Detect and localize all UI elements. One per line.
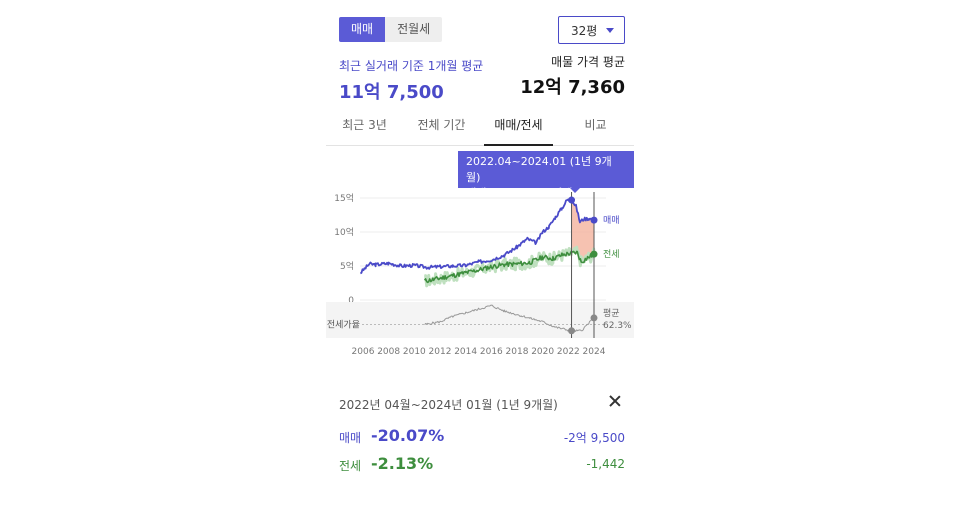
- range-sale-amount: -2억 9,500: [563, 431, 625, 445]
- sale-start-marker: [568, 196, 576, 204]
- toggle-rent[interactable]: 전월세: [397, 22, 431, 36]
- range-tooltip: 2022.04~2024.01 (1년 9개월) 매매 -20.07% / 전세…: [458, 151, 634, 200]
- listing-avg-label: 매물 가격 평균: [551, 55, 625, 69]
- x-tick-label: 2024: [583, 347, 606, 357]
- y-tick-label: 0: [348, 296, 354, 306]
- series-markers: [568, 196, 598, 335]
- tooltip-period: 2022.04~2024.01 (1년 9개월): [466, 155, 612, 184]
- range-jeonse-amount: -1,442: [586, 457, 625, 471]
- y-tick-labels: 15억 10억 5억 0: [334, 192, 354, 306]
- range-detail-title: 2022년 04월~2024년 01월 (1년 9개월): [339, 398, 558, 412]
- ratio-line: [424, 304, 595, 332]
- sale-line: [359, 198, 595, 275]
- ratio-band: [326, 302, 634, 338]
- x-tick-label: 2020: [531, 347, 554, 357]
- listing-avg-value: 12억 7,360: [520, 77, 625, 98]
- y-tick-label: 15억: [334, 192, 354, 204]
- range-row-sale: 매매 -20.07% -2억 9,500: [339, 426, 625, 448]
- tooltip-change: 매매 -20.07% / 전세 -2.13%: [466, 187, 619, 200]
- range-jeonse-label: 전세: [339, 459, 362, 473]
- tab-compare[interactable]: 비교: [584, 118, 607, 132]
- chevron-down-icon: [606, 28, 614, 33]
- sale-end-marker: [590, 216, 598, 224]
- series-layer: [359, 198, 596, 332]
- size-select-value: 32평: [571, 23, 598, 38]
- tab-sale-jeonse[interactable]: 매매/전세: [480, 110, 557, 146]
- trade-type-toggle: 매매 전월세: [339, 17, 443, 42]
- range-detail: 2022년 04월~2024년 01월 (1년 9개월) 매매 -20.07% …: [326, 376, 634, 510]
- range-row-jeonse: 전세 -2.13% -1,442: [339, 454, 625, 476]
- jeonse-end-label: 전세: [603, 249, 620, 260]
- sale-end-label: 매매: [603, 215, 620, 226]
- range-sale-label: 매매: [339, 431, 362, 445]
- period-tabs: 최근 3년 전체 기간 매매/전세 비교: [326, 110, 634, 146]
- recent-trade-label: 최근 실거래 기준 1개월 평균: [339, 59, 484, 73]
- close-icon[interactable]: [606, 392, 624, 410]
- x-tick-label: 2012: [429, 347, 452, 357]
- x-tick-label: 2006: [352, 347, 375, 357]
- x-tick-label: 2018: [506, 347, 529, 357]
- x-tick-label: 2010: [403, 347, 426, 357]
- toggle-sale[interactable]: 매매: [339, 17, 386, 42]
- ratio-start-marker: [568, 327, 576, 335]
- range-sale-pct: -20.07%: [371, 426, 445, 445]
- size-select[interactable]: 32평: [558, 16, 625, 44]
- ratio-axis-label: 전세가율: [327, 320, 360, 331]
- y-tick-label: 5억: [340, 260, 354, 272]
- x-tick-label: 2008: [377, 347, 400, 357]
- y-tick-label: 10억: [334, 226, 354, 238]
- ratio-end-marker: [590, 314, 598, 322]
- ratio-end-value: 62.3%: [603, 321, 632, 331]
- range-jeonse-pct: -2.13%: [371, 454, 434, 473]
- recent-trade-value: 11억 7,500: [339, 82, 444, 103]
- x-tick-label: 2022: [557, 347, 580, 357]
- x-tick-label: 2014: [454, 347, 477, 357]
- jeonse-line: [423, 250, 595, 284]
- ratio-end-label: 평균: [603, 308, 620, 319]
- tab-recent-3y[interactable]: 최근 3년: [342, 118, 387, 132]
- jeonse-end-marker: [590, 250, 598, 258]
- tab-all-period[interactable]: 전체 기간: [417, 118, 466, 132]
- x-tick-label: 2016: [480, 347, 503, 357]
- price-panel: 매매 전월세 32평 최근 실거래 기준 1개월 평균 11억 7,500 매물…: [326, 0, 634, 510]
- x-tick-labels: 2006 2008 2010 2012 2014 2016 2018 2020 2022 2024: [352, 347, 606, 357]
